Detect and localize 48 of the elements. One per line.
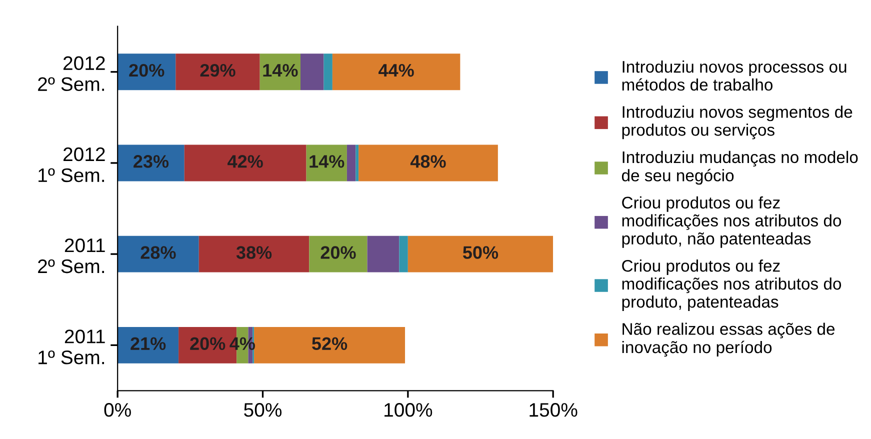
- legend-label: Introduziu novos segmentos de produtos ou serviços: [622, 106, 852, 140]
- bar: [332, 54, 460, 90]
- bar: [300, 54, 324, 90]
- bar: [118, 236, 199, 272]
- data-label: 23%: [134, 155, 169, 168]
- x-tick-label: 0%: [104, 403, 131, 417]
- legend-label: Introduziu mudanças no modelo de seu negócio: [622, 150, 858, 185]
- bar: [118, 326, 179, 364]
- bar: [118, 144, 184, 182]
- data-label: 48%: [410, 155, 446, 168]
- legend-label: Criou produtos ou fez modificações nos atributos do produto, patenteadas: [622, 260, 842, 312]
- data-label: 44%: [378, 64, 414, 77]
- legend-label: Introduziu novos processos ou métodos de trabalho: [622, 60, 846, 91]
- bar: [367, 236, 400, 272]
- bar: [198, 236, 310, 272]
- y-tick-label: 2011 2º Sem.: [38, 238, 105, 274]
- x-tick-label: 150%: [530, 403, 578, 417]
- bar: [358, 144, 498, 182]
- data-label: 20%: [129, 64, 164, 77]
- data-label: 4%: [230, 337, 255, 350]
- y-tick-label: 2011 1º Sem.: [38, 330, 105, 364]
- bar: [408, 236, 554, 272]
- bar: [184, 144, 306, 182]
- data-label: 52%: [312, 337, 348, 350]
- data-label: 29%: [200, 64, 236, 77]
- bar: [324, 54, 332, 90]
- y-tick-label: 2012 1º Sem.: [38, 147, 105, 182]
- legend-label: Criou produtos ou fez modificações nos atributos do produto, não patenteadas: [622, 196, 842, 248]
- data-label: 21%: [130, 337, 166, 350]
- data-label: 50%: [462, 246, 498, 259]
- data-label: 14%: [263, 64, 298, 77]
- data-label: 38%: [236, 246, 272, 259]
- data-label: 20%: [190, 337, 226, 350]
- bar: [399, 236, 408, 272]
- bar: [309, 236, 368, 272]
- bar: [254, 326, 406, 364]
- data-label: 20%: [320, 246, 356, 259]
- y-tick-label: 2012 2º Sem.: [38, 56, 105, 92]
- bar: [356, 144, 359, 182]
- data-label: 42%: [228, 155, 263, 168]
- x-tick-label: 50%: [244, 403, 282, 417]
- bar: [176, 54, 260, 90]
- data-label: 28%: [140, 246, 176, 259]
- data-label: 14%: [310, 155, 344, 168]
- legend-label: Não realizou essas ações de inovação no período: [622, 322, 835, 357]
- x-tick-label: 100%: [384, 403, 432, 417]
- bar: [346, 144, 356, 182]
- bar: [118, 54, 176, 90]
